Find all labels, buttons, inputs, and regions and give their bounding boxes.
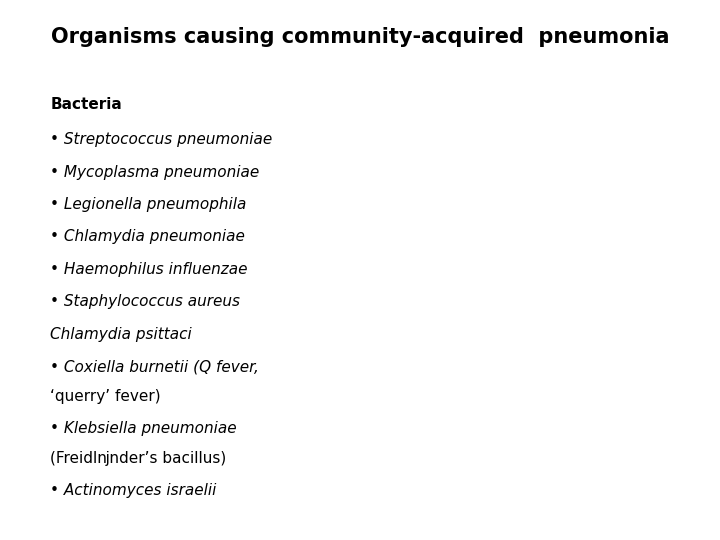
Text: • Legionella pneumophila: • Legionella pneumophila — [50, 197, 247, 212]
Text: • Streptococcus pneumoniae: • Streptococcus pneumoniae — [50, 132, 273, 147]
Text: • Coxiella burnetii (Q fever,: • Coxiella burnetii (Q fever, — [50, 359, 259, 374]
Text: • Haemophilus influenzae: • Haemophilus influenzae — [50, 262, 248, 277]
Text: • Chlamydia pneumoniae: • Chlamydia pneumoniae — [50, 230, 246, 245]
Text: Chlamydia psittaci: Chlamydia psittaci — [50, 327, 192, 342]
Text: • Mycoplasma pneumoniae: • Mycoplasma pneumoniae — [50, 165, 260, 180]
Text: • Klebsiella pneumoniae: • Klebsiella pneumoniae — [50, 421, 237, 436]
Text: ‘querry’ fever): ‘querry’ fever) — [50, 389, 161, 404]
Text: • Staphylococcus aureus: • Staphylococcus aureus — [50, 294, 240, 309]
Text: (Freidlǌnder’s bacillus): (Freidlǌnder’s bacillus) — [50, 451, 227, 466]
Text: • Actinomyces israelii: • Actinomyces israelii — [50, 483, 217, 498]
Text: Bacteria: Bacteria — [50, 97, 122, 112]
Text: Organisms causing community-acquired  pneumonia: Organisms causing community-acquired pne… — [50, 27, 670, 47]
